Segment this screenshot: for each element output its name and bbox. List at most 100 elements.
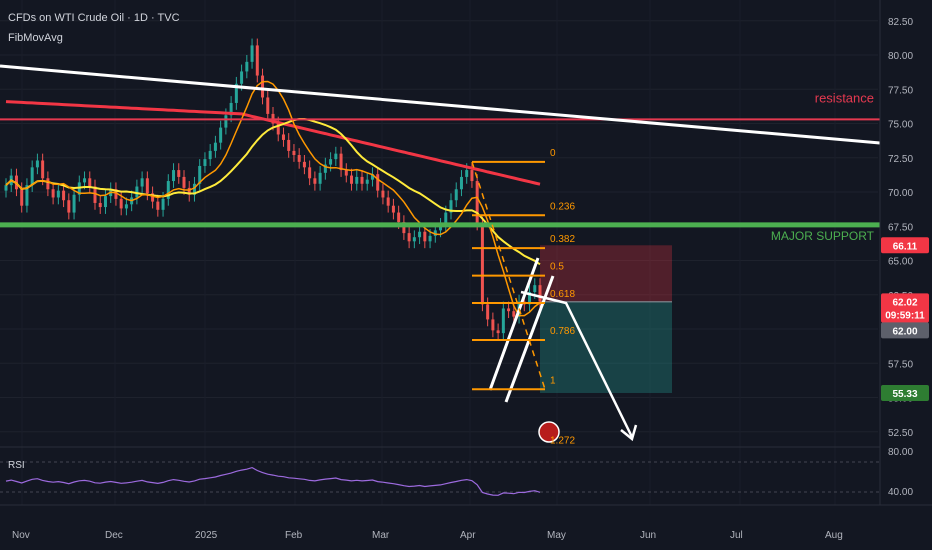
candle-body [103, 196, 107, 208]
fib-level-label: 0 [550, 148, 556, 159]
candle-body [329, 159, 333, 165]
x-tick-label: Feb [285, 530, 303, 541]
candle-body [287, 139, 291, 151]
candle-body [20, 189, 24, 206]
price-tags: 66.11 62.02 09:59:11 62.00 55.33 [881, 237, 929, 401]
candle-body [439, 224, 443, 231]
fib-level-label: 1.272 [550, 436, 575, 447]
price-tag-label: 62.00 [892, 326, 917, 337]
candle-body [124, 204, 128, 209]
candle-body [46, 178, 50, 190]
fib-retracement[interactable]: 0 0.236 0.382 0.5 0.618 0.786 1 1.272 [471, 148, 575, 447]
y-tick-label: 77.50 [888, 85, 913, 96]
candle-body [245, 61, 249, 72]
candle-body [386, 197, 390, 206]
x-tick-label: Mar [372, 530, 390, 541]
drawing-shapes [538, 245, 672, 443]
fib-level-label: 0.786 [550, 326, 575, 337]
y-tick-label: 67.50 [888, 222, 913, 233]
entry-line [540, 301, 672, 303]
x-tick-label: Apr [460, 530, 476, 541]
candle-body [234, 83, 238, 103]
candle-body [51, 189, 55, 198]
fib-level-label: 1 [550, 375, 556, 386]
downtrend-line [0, 64, 881, 145]
candle-body [219, 127, 223, 143]
candle-body [360, 176, 364, 184]
y-tick-label: 80.00 [888, 51, 913, 62]
candle-body [533, 285, 537, 293]
candle-body [145, 178, 149, 194]
candle-body [135, 186, 139, 198]
fib-level-label: 0.236 [550, 201, 575, 212]
price-tag-label: 09:59:11 [885, 311, 925, 322]
candle-body [67, 200, 71, 213]
y-tick-label: 52.50 [888, 428, 913, 439]
candle-body [72, 194, 76, 213]
candle-body [156, 201, 160, 210]
price-tag-label: 66.11 [893, 241, 918, 252]
candle-body [281, 134, 285, 140]
candle-body [161, 198, 165, 210]
ma-yellow-line [5, 118, 541, 266]
candle-body [313, 178, 317, 184]
candle-body [302, 161, 306, 168]
candle-body [266, 97, 270, 114]
stop-loss-zone [540, 245, 672, 302]
candle-body [98, 202, 102, 208]
candle-body [56, 190, 60, 198]
candle-body [350, 175, 354, 184]
x-tick-label: Nov [12, 530, 30, 541]
projection-arrow [520, 290, 634, 438]
candle-body [229, 102, 233, 116]
rsi-label: RSI [8, 460, 25, 471]
candle-body [475, 181, 479, 224]
x-tick-label: Jun [640, 530, 656, 541]
candle-body [166, 181, 170, 199]
candle-body [444, 212, 448, 225]
candle-body [35, 160, 39, 168]
event-flag-icon [538, 421, 560, 443]
candle-body [365, 179, 369, 184]
candle-body [292, 150, 296, 156]
drawn-lines[interactable] [0, 64, 881, 442]
candle-body [491, 319, 495, 331]
candle-body [83, 178, 87, 183]
rsi-pane [0, 461, 880, 496]
candle-body [192, 183, 196, 195]
fib-level-label: 0.618 [550, 289, 575, 300]
resistance-annotation: resistance [815, 90, 874, 105]
candle-body [203, 159, 207, 166]
candle-body [339, 153, 343, 171]
candle-body [119, 198, 123, 209]
candle-body [4, 185, 8, 191]
candle-body [25, 185, 29, 206]
candle-body [428, 235, 432, 242]
candle-body [496, 330, 500, 334]
price-tag-box [881, 293, 929, 310]
candle-body [423, 231, 427, 242]
candle-body [172, 170, 176, 182]
candle-body [397, 212, 401, 223]
candle-body [407, 233, 411, 242]
price-tag-box [881, 237, 929, 254]
x-tick-label: 2025 [195, 530, 218, 541]
ma-red-line [5, 100, 541, 186]
candle-body [62, 190, 66, 201]
candle-body [528, 292, 532, 305]
candle-body [418, 231, 422, 238]
fib-trend-line [471, 161, 546, 390]
candle-body [538, 285, 542, 302]
candle-body [114, 189, 118, 199]
candle-body [318, 172, 322, 184]
candle-body [41, 160, 45, 179]
price-tag-box [881, 306, 929, 323]
target-zone [540, 301, 672, 393]
candle-body [486, 304, 490, 320]
rsi-line [5, 466, 541, 496]
y-tick-label: 82.50 [888, 17, 913, 28]
candle-body [224, 115, 228, 128]
y-tick-label: 57.50 [888, 359, 913, 370]
